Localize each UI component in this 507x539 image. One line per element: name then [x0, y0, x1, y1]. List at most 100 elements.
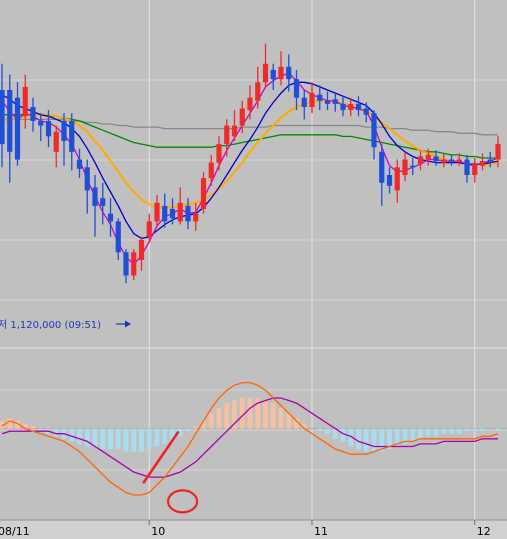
macd-histogram-bar: [232, 400, 237, 429]
macd-histogram-bar: [449, 428, 454, 434]
candle-body: [402, 159, 408, 175]
macd-histogram-bar: [394, 428, 400, 447]
macd-histogram-bar: [294, 418, 299, 429]
macd-histogram-bar: [201, 420, 206, 429]
macd-histogram-bar: [332, 428, 338, 439]
macd-histogram-bar: [371, 428, 377, 452]
macd-histogram-bar: [317, 428, 323, 432]
candle-body: [239, 108, 245, 126]
macd-histogram-bar: [84, 428, 90, 447]
candle-body: [146, 221, 152, 237]
candle-body: [231, 125, 238, 137]
macd-histogram-bar: [418, 428, 423, 439]
macd-histogram-bar: [123, 428, 129, 452]
macd-histogram-bar: [480, 428, 485, 432]
crossover-annotation-circle: [166, 489, 199, 514]
macd-histogram-bar: [340, 428, 346, 442]
candle-body: [270, 69, 276, 80]
price-panel: [0, 43, 501, 284]
macd-histogram-bar: [216, 408, 222, 429]
candle-body: [487, 159, 493, 163]
macd-histogram-bar: [224, 403, 230, 429]
candle-body: [138, 239, 145, 260]
candle-body: [247, 97, 253, 111]
candle-body: [0, 90, 5, 145]
candle-body: [355, 103, 362, 111]
macd-histogram-bar: [177, 428, 183, 437]
macd-histogram-bar: [456, 428, 462, 434]
macd-histogram-bar: [356, 428, 361, 450]
moving-average-line: [2, 118, 498, 136]
candle-body: [472, 164, 478, 175]
candle-body: [100, 198, 106, 206]
macd-histogram-bar: [154, 428, 160, 447]
candle-body: [30, 107, 36, 121]
macd-histogram-bar: [270, 403, 276, 429]
macd-histogram-bar: [379, 428, 385, 452]
macd-histogram-bar: [0, 420, 5, 429]
candle-body: [169, 209, 176, 219]
macd-histogram-bar: [472, 428, 478, 432]
macd-histogram-bar: [185, 428, 191, 432]
macd-histogram-bar: [263, 400, 268, 429]
x-tick-label: 08/11: [0, 525, 30, 538]
macd-histogram-bar: [301, 423, 307, 429]
macd-histogram-bar: [464, 428, 470, 432]
candle-body: [340, 103, 346, 111]
candle-body: [417, 156, 424, 165]
x-axis-strip: [0, 520, 507, 539]
candle-body: [479, 161, 486, 166]
candle-body: [332, 99, 338, 104]
moving-average-line: [2, 114, 498, 159]
candle-body: [224, 125, 230, 145]
candle-body: [317, 94, 323, 101]
macd-histogram-bar: [255, 397, 261, 429]
macd-histogram-bar: [139, 428, 144, 452]
macd-histogram-bar: [193, 426, 199, 429]
candle-body: [38, 120, 44, 126]
macd-histogram-bar: [433, 428, 439, 437]
candle-body: [278, 66, 284, 80]
candle-body: [262, 63, 269, 83]
macd-histogram-bar: [30, 426, 36, 429]
macd-histogram-bar: [286, 413, 292, 429]
macd-histogram-bar: [108, 428, 113, 450]
candle-body: [425, 154, 431, 160]
macd-histogram: [0, 397, 501, 452]
candle-body: [84, 167, 90, 191]
macd-histogram-bar: [278, 408, 284, 429]
macd-histogram-bar: [131, 428, 137, 452]
candle-body: [154, 202, 160, 222]
trend-annotation-line: [142, 431, 180, 484]
macd-histogram-bar: [7, 418, 13, 429]
candle-body: [301, 97, 307, 107]
macd-histogram-bar: [441, 428, 447, 434]
macd-histogram-bar: [22, 423, 28, 429]
macd-histogram-bar: [425, 428, 431, 437]
macd-histogram-bar: [77, 428, 82, 444]
macd-histogram-bar: [495, 428, 501, 432]
macd-histogram-bar: [38, 428, 44, 432]
candle-body: [386, 175, 393, 186]
candle-body: [45, 120, 52, 137]
macd-histogram-bar: [363, 428, 369, 452]
low-price-arrow-head: [125, 320, 131, 328]
macd-histogram-bar: [53, 428, 59, 437]
candle-body: [7, 90, 13, 152]
candle-body: [131, 252, 137, 276]
x-tick-label: 11: [314, 525, 328, 538]
macd-histogram-bar: [146, 428, 152, 450]
candle-body: [309, 93, 315, 107]
moving-average-line: [1, 81, 499, 240]
low-annotation: 저 1,120,000 (09:51): [0, 319, 131, 331]
candle-body: [185, 205, 191, 222]
candle-body: [200, 178, 207, 209]
macd-histogram-bar: [208, 413, 214, 429]
low-price-annotation-label: 저 1,120,000 (09:51): [0, 319, 101, 331]
grid: [0, 0, 507, 520]
candle-body: [22, 86, 28, 117]
macd-histogram-bar: [92, 428, 98, 447]
macd-histogram-bar: [348, 428, 354, 447]
macd-histogram-bar: [69, 428, 75, 442]
